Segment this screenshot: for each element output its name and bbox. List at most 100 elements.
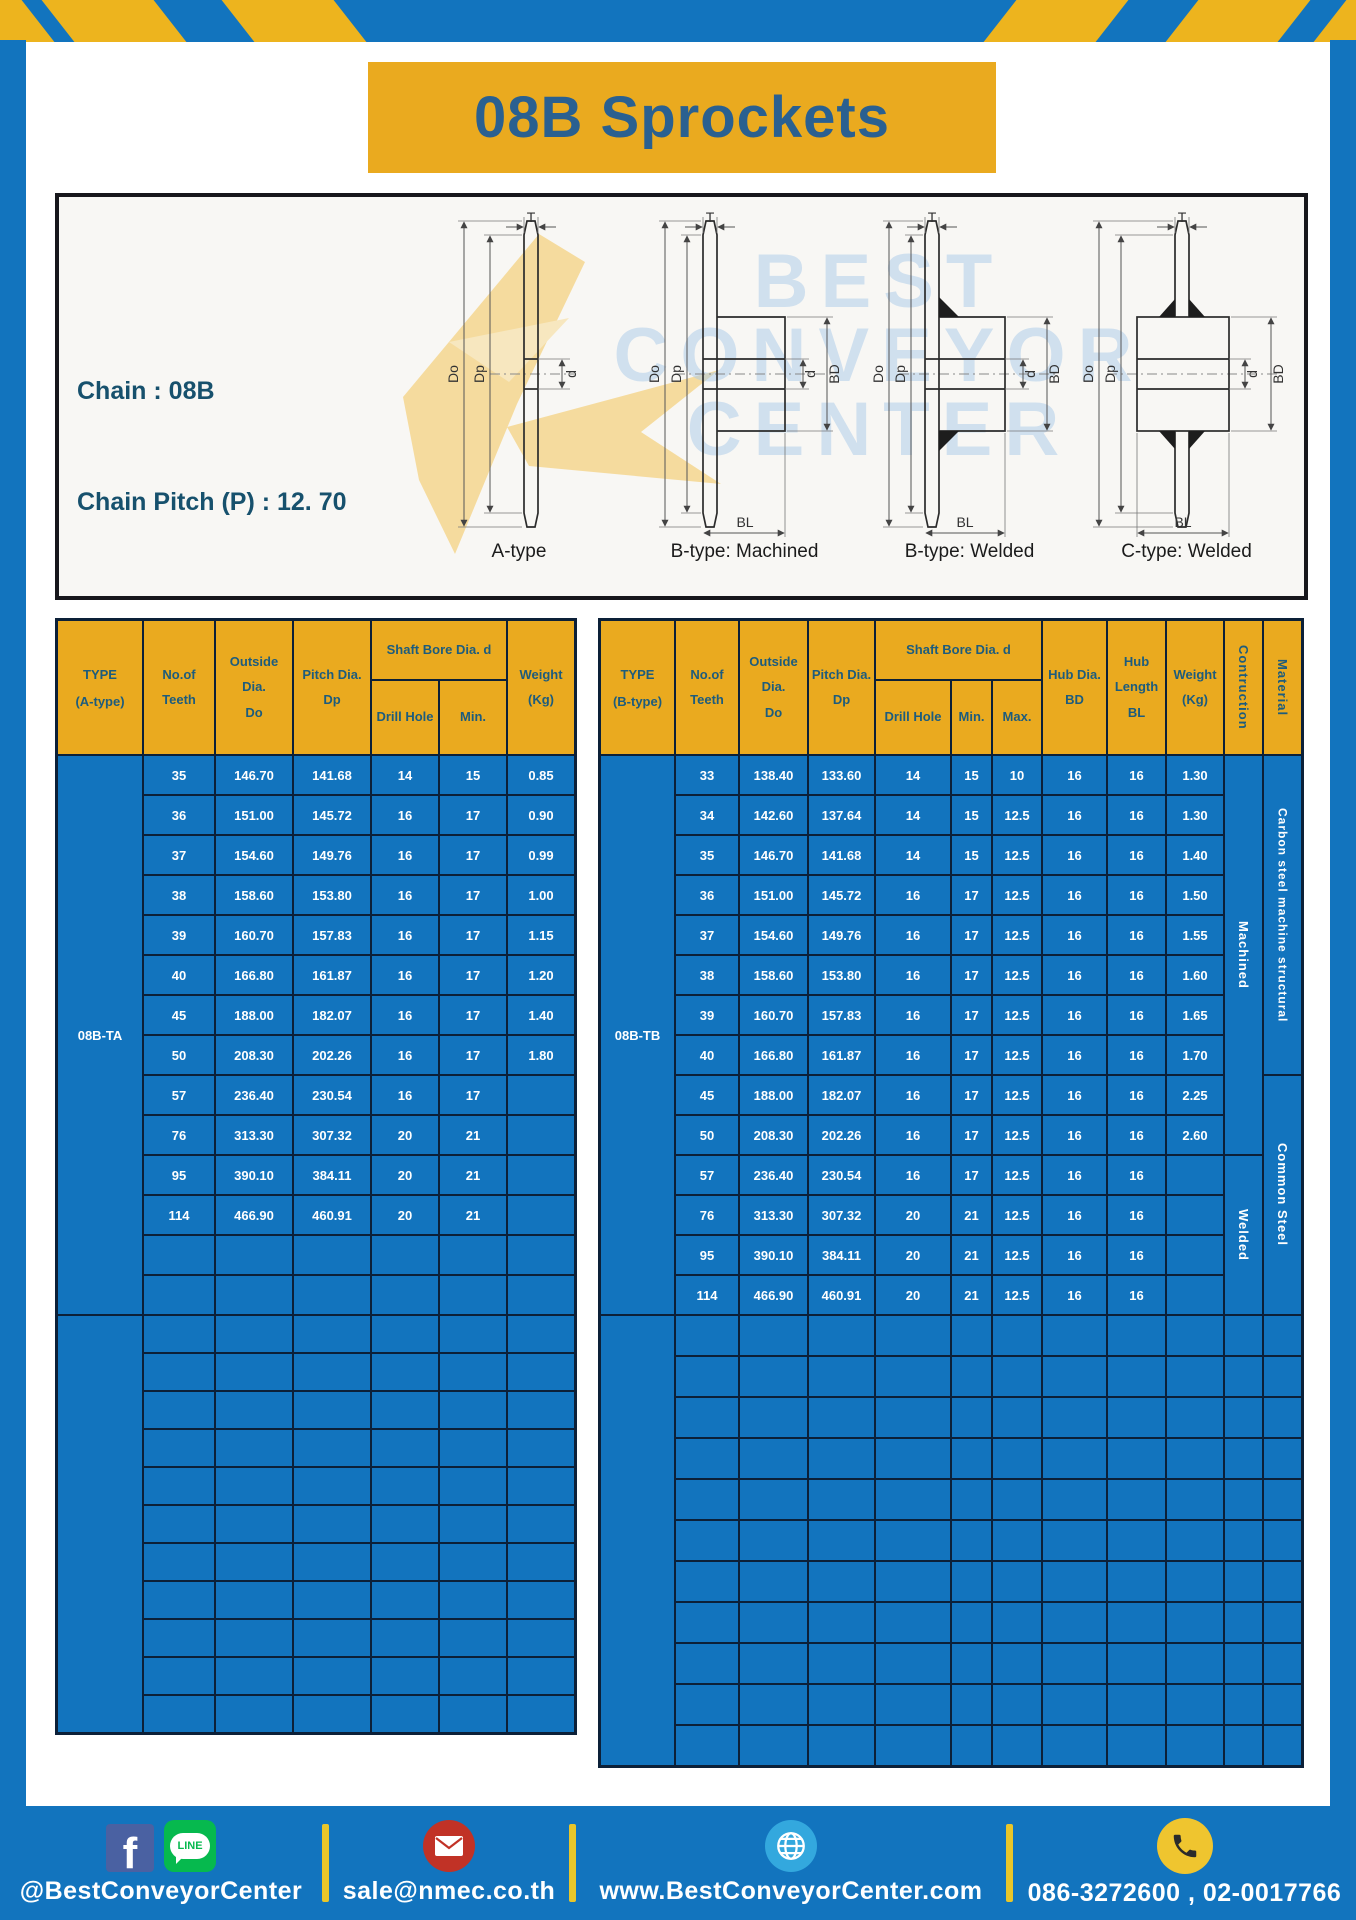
facebook-icon: f — [106, 1824, 154, 1872]
diagram-b-type-welded: T Do Dp d BD BL B-typ — [867, 209, 1072, 563]
cell-min: 17 — [440, 876, 506, 914]
cell-hub-dia: 16 — [1043, 996, 1106, 1034]
cell-outside-dia: 188.00 — [740, 1076, 807, 1114]
cell-drill-hole: 16 — [876, 1156, 950, 1194]
cell-outside-dia: 208.30 — [216, 1036, 292, 1074]
dim-label-bd: BD — [826, 364, 842, 383]
cell-pitch-dia: 157.83 — [809, 996, 874, 1034]
cell-pitch-dia: 182.07 — [809, 1076, 874, 1114]
cell-outside-dia: 146.70 — [740, 836, 807, 874]
material-empty-cell — [1264, 1357, 1301, 1396]
col-header-min: Min. — [440, 681, 506, 754]
cell-outside-dia: 151.00 — [216, 796, 292, 834]
cell-teeth: 45 — [144, 996, 214, 1034]
cell-drill-hole: 16 — [876, 876, 950, 914]
cell-drill-hole: 20 — [876, 1236, 950, 1274]
cell-hub-length: 16 — [1108, 836, 1165, 874]
cell-weight: 0.99 — [508, 836, 574, 874]
cell-drill-hole: 20 — [372, 1116, 438, 1154]
cell-pitch-dia: 460.91 — [809, 1276, 874, 1314]
cell-pitch-dia: 141.68 — [294, 756, 370, 794]
cell-min: 15 — [952, 836, 991, 874]
dim-label-d: d — [563, 370, 579, 378]
social-handle: @BestConveyorCenter — [19, 1877, 303, 1905]
col-header-hub-dia: Hub Dia. BD — [1043, 621, 1106, 754]
dim-label-bl: BL — [956, 514, 973, 530]
cell-weight: 0.90 — [508, 796, 574, 834]
construction-empty-cell — [1225, 1685, 1262, 1724]
cell-pitch-dia: 307.32 — [809, 1196, 874, 1234]
cell-hub-dia: 16 — [1043, 1276, 1106, 1314]
cell-min: 15 — [952, 796, 991, 834]
footer-email: sale@nmec.co.th — [329, 1806, 569, 1920]
cell-drill-hole: 14 — [876, 836, 950, 874]
cell-outside-dia: 390.10 — [216, 1156, 292, 1194]
footer-phone: 086-3272600 , 02-0017766 — [1013, 1806, 1356, 1920]
diagram-b-type-machined: T Do Dp d BD BL B-typ — [637, 209, 852, 563]
col-header-weight: Weight (Kg) — [508, 621, 574, 754]
col-header-pitch-dia: Pitch Dia. Dp — [294, 621, 370, 754]
cell-min: 21 — [952, 1276, 991, 1314]
cell-teeth: 40 — [144, 956, 214, 994]
type-column-b: TYPE (B-type) 08B-TB — [601, 621, 674, 1765]
table-a-grid: No.of Teeth Outside Dia. Do Pitch Dia. Dp Sh… — [144, 621, 574, 1732]
dim-label-t: T — [1178, 209, 1187, 225]
cell-hub-dia: 16 — [1043, 876, 1106, 914]
dim-label-t: T — [706, 209, 715, 225]
cell-hub-length: 16 — [1108, 916, 1165, 954]
construction-empty-cell — [1225, 1480, 1262, 1519]
cell-drill-hole: 14 — [876, 796, 950, 834]
website-url[interactable]: www.BestConveyorCenter.com — [599, 1877, 983, 1905]
cell-pitch-dia: 460.91 — [294, 1196, 370, 1234]
cell-teeth: 114 — [144, 1196, 214, 1234]
cell-max: 12.5 — [993, 1236, 1041, 1274]
cell-min: 21 — [952, 1196, 991, 1234]
dim-label-dp: Dp — [471, 365, 487, 383]
cell-teeth: 50 — [144, 1036, 214, 1074]
cell-teeth: 38 — [676, 956, 738, 994]
line-icon: LINE — [164, 1820, 216, 1872]
cell-drill-hole: 14 — [876, 756, 950, 794]
cell-max: 12.5 — [993, 1196, 1041, 1234]
cell-max: 12.5 — [993, 916, 1041, 954]
title-box: 08B Sprockets — [368, 62, 996, 173]
cell-hub-dia: 16 — [1043, 1236, 1106, 1274]
diagram-caption: A-type — [491, 541, 547, 562]
cell-pitch-dia: 384.11 — [294, 1156, 370, 1194]
hazard-stripe — [1156, 0, 1320, 42]
cell-max: 12.5 — [993, 796, 1041, 834]
cell-outside-dia: 158.60 — [740, 956, 807, 994]
cell-min: 17 — [952, 876, 991, 914]
cell-hub-length: 16 — [1108, 1156, 1165, 1194]
col-header-teeth: No.of Teeth — [144, 621, 214, 754]
cell-outside-dia: 236.40 — [740, 1156, 807, 1194]
cell-outside-dia: 466.90 — [216, 1196, 292, 1234]
page-border-right — [1330, 40, 1356, 1920]
type-label-a: 08B-TA — [58, 756, 142, 1314]
email-address[interactable]: sale@nmec.co.th — [342, 1877, 556, 1905]
construction-empty-cell — [1225, 1726, 1262, 1765]
material-empty-cell — [1264, 1480, 1301, 1519]
type-label-b: 08B-TB — [601, 756, 674, 1314]
cell-weight — [1167, 1156, 1223, 1194]
dim-label-bl: BL — [736, 514, 753, 530]
footer-divider — [1006, 1824, 1013, 1902]
cell-pitch-dia: 149.76 — [809, 916, 874, 954]
cell-drill-hole: 16 — [876, 916, 950, 954]
cell-hub-dia: 16 — [1043, 1116, 1106, 1154]
cell-outside-dia: 151.00 — [740, 876, 807, 914]
construction-machined: Machined — [1225, 756, 1262, 1154]
cell-outside-dia: 166.80 — [740, 1036, 807, 1074]
col-header-type-b: TYPE (B-type) — [601, 621, 674, 754]
cell-pitch-dia: 161.87 — [809, 1036, 874, 1074]
cell-weight — [1167, 1196, 1223, 1234]
cell-teeth: 95 — [676, 1236, 738, 1274]
footer-social: f LINE @BestConveyorCenter — [0, 1806, 322, 1920]
page-title: 08B Sprockets — [474, 85, 890, 150]
cell-min: 21 — [440, 1116, 506, 1154]
page-border-left — [0, 40, 26, 1920]
col-header-shaft-bore: Shaft Bore Dia. d — [372, 621, 506, 679]
cell-weight: 1.65 — [1167, 996, 1223, 1034]
cell-hub-length: 16 — [1108, 1276, 1165, 1314]
cell-pitch-dia: 149.76 — [294, 836, 370, 874]
